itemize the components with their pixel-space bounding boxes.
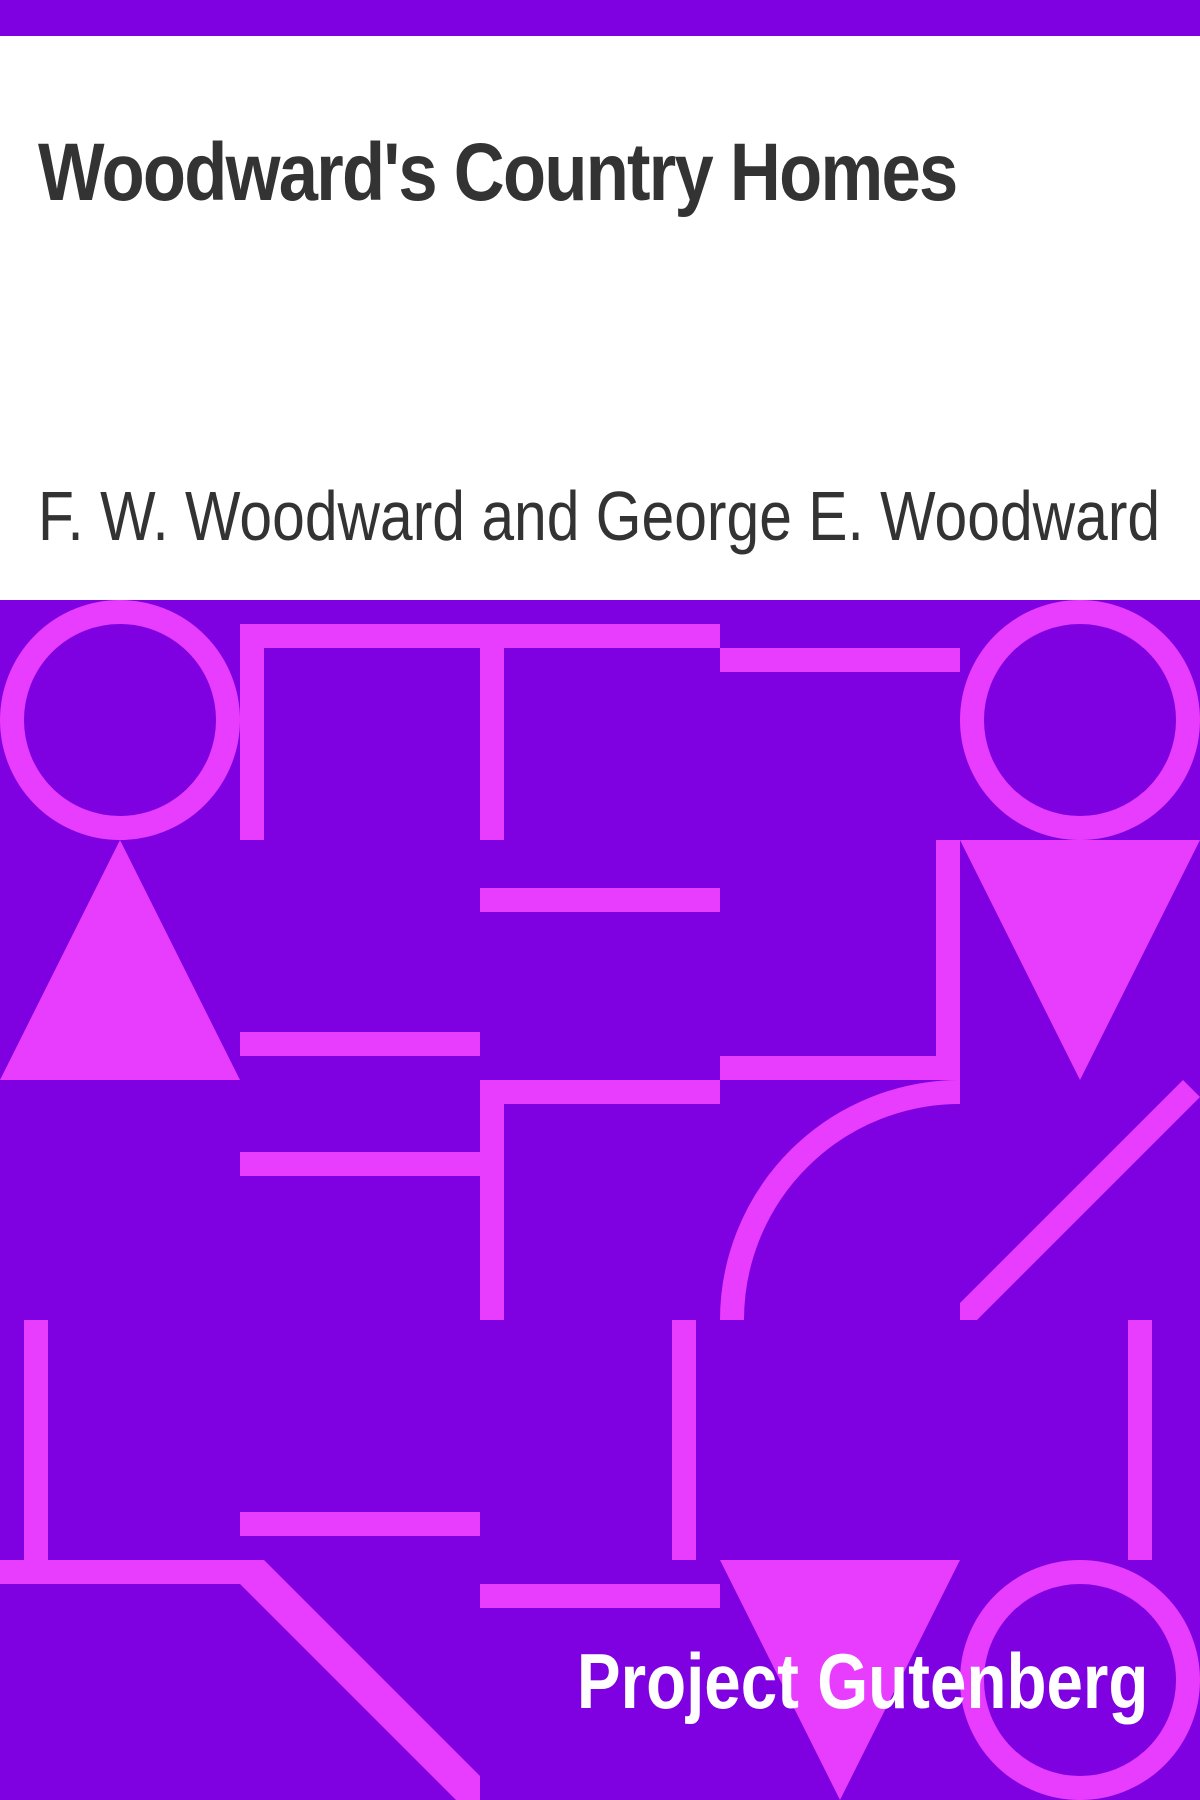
triangle-down-shape [960, 840, 1200, 1080]
triangle-up-shape [0, 840, 240, 1080]
bar-shape [936, 840, 960, 1080]
bar-shape [480, 624, 504, 840]
bar-shape [240, 1152, 480, 1176]
book-author: F. W. Woodward and George E. Woodward [38, 477, 1161, 555]
bar-shape [480, 888, 720, 912]
diagonal-shape [0, 1560, 480, 1800]
bar-shape [480, 1584, 720, 1608]
bar-shape [1128, 1320, 1152, 1560]
bar-shape [240, 1032, 480, 1056]
bar-shape [240, 1512, 480, 1536]
arc-shape [720, 1080, 961, 1321]
bar-shape [672, 1320, 696, 1560]
bar-shape [480, 1080, 720, 1104]
bar-shape [720, 648, 960, 672]
triangle-down-shape [720, 1560, 960, 1800]
bar-shape [24, 1320, 48, 1560]
circle-shape [960, 600, 1200, 840]
circle-shape [0, 600, 240, 840]
publisher-name: Project Gutenberg [576, 1637, 1148, 1725]
cover-pattern [0, 600, 1200, 1800]
bar-shape [480, 1080, 504, 1320]
circle-shape [960, 1560, 1200, 1800]
bar-shape [720, 1056, 960, 1080]
pattern-shapes [0, 600, 1200, 1800]
book-title: Woodward's Country Homes [38, 127, 958, 218]
diagonal-shape [960, 1080, 1200, 1320]
bar-shape [240, 624, 264, 840]
pattern-background [0, 600, 1200, 1800]
top-color-band [0, 0, 1200, 36]
cover-header: Woodward's Country Homes F. W. Woodward … [0, 36, 1200, 600]
